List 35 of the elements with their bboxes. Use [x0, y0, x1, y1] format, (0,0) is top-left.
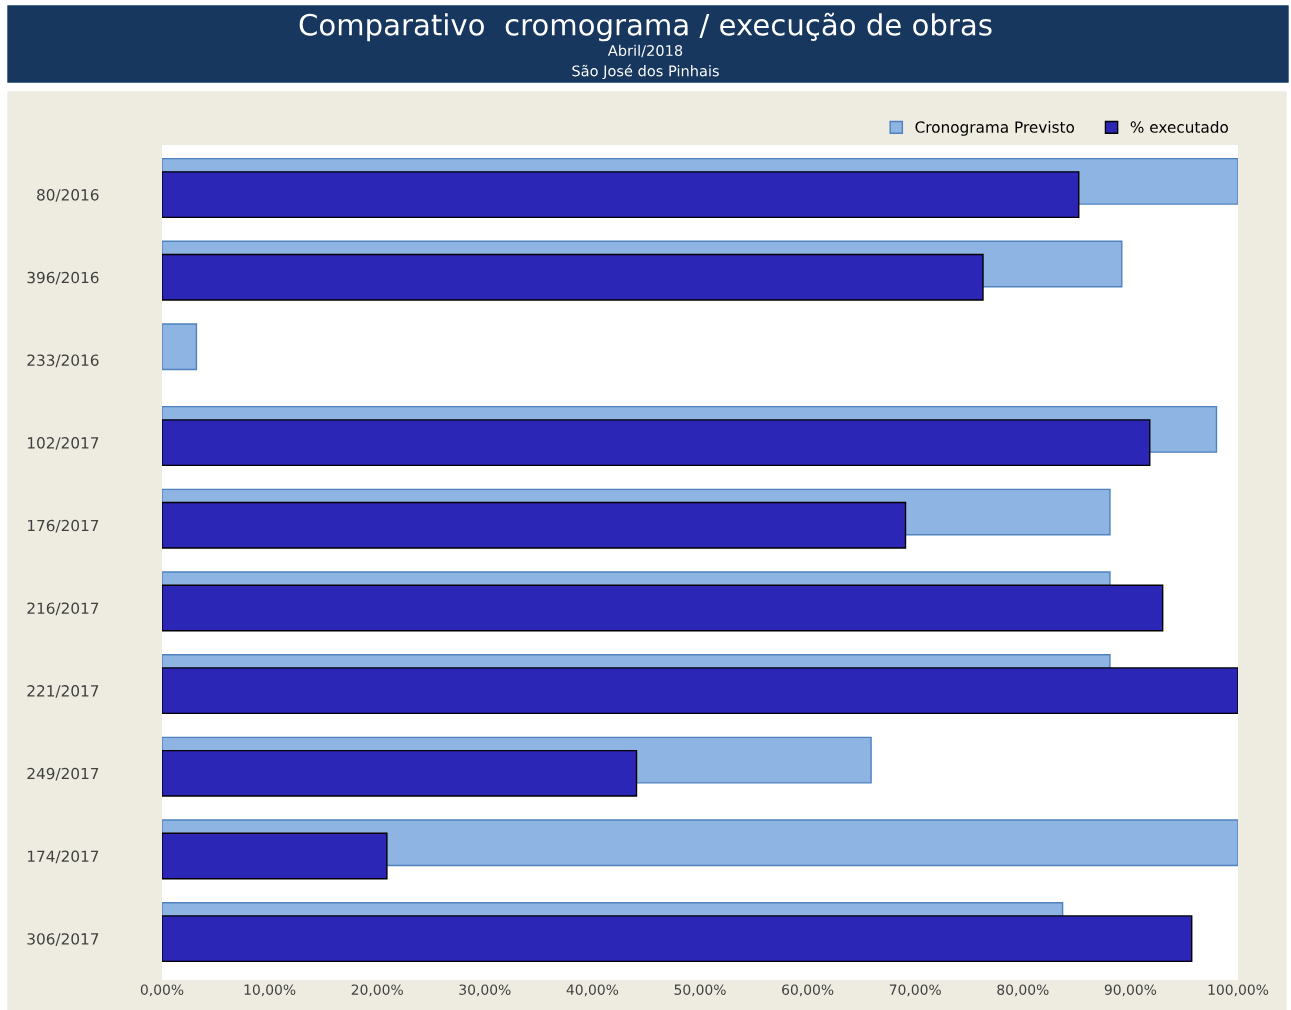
y-tick-label: 249/2017 — [27, 767, 99, 781]
x-tick-label: 90,00% — [1104, 984, 1157, 997]
x-tick-label: 100,00% — [1208, 984, 1269, 997]
bar — [162, 419, 1151, 467]
x-tick-label: 30,00% — [459, 984, 511, 997]
bar — [162, 323, 198, 371]
y-tick-label: 216/2017 — [27, 602, 99, 616]
bar — [162, 501, 907, 549]
bar — [162, 749, 638, 797]
bar — [162, 832, 388, 880]
x-tick-label: 0,00% — [140, 984, 184, 997]
y-tick-label: 80/2016 — [37, 189, 99, 202]
x-tick-label: 10,00% — [244, 984, 296, 997]
bar — [162, 253, 984, 301]
y-tick-label: 306/2017 — [27, 933, 99, 946]
legend-label: % executado — [1130, 121, 1228, 133]
y-tick-label: 174/2017 — [27, 850, 99, 864]
y-tick-label: 221/2017 — [27, 685, 99, 698]
x-tick-label: 70,00% — [889, 984, 941, 997]
x-tick-label: 20,00% — [351, 984, 403, 997]
x-tick-label: 60,00% — [782, 984, 834, 997]
y-tick-label: 102/2017 — [27, 437, 99, 450]
legend-label: Cronograma Previsto — [915, 121, 1075, 136]
bar — [162, 584, 1164, 632]
bar — [162, 171, 1080, 219]
chart-title: Comparativo cromograma / execução de obras — [299, 12, 992, 42]
x-tick-label: 40,00% — [566, 984, 619, 997]
x-tick-label: 50,00% — [674, 984, 726, 997]
y-tick-label: 396/2016 — [27, 271, 99, 285]
x-tick-label: 80,00% — [997, 984, 1049, 997]
y-tick-label: 233/2016 — [27, 354, 99, 368]
bar — [162, 667, 1238, 715]
chart-subtitle: Abril/2018 São José dos Pinhais — [572, 44, 719, 80]
bar — [162, 915, 1193, 963]
y-tick-label: 176/2017 — [27, 519, 99, 533]
